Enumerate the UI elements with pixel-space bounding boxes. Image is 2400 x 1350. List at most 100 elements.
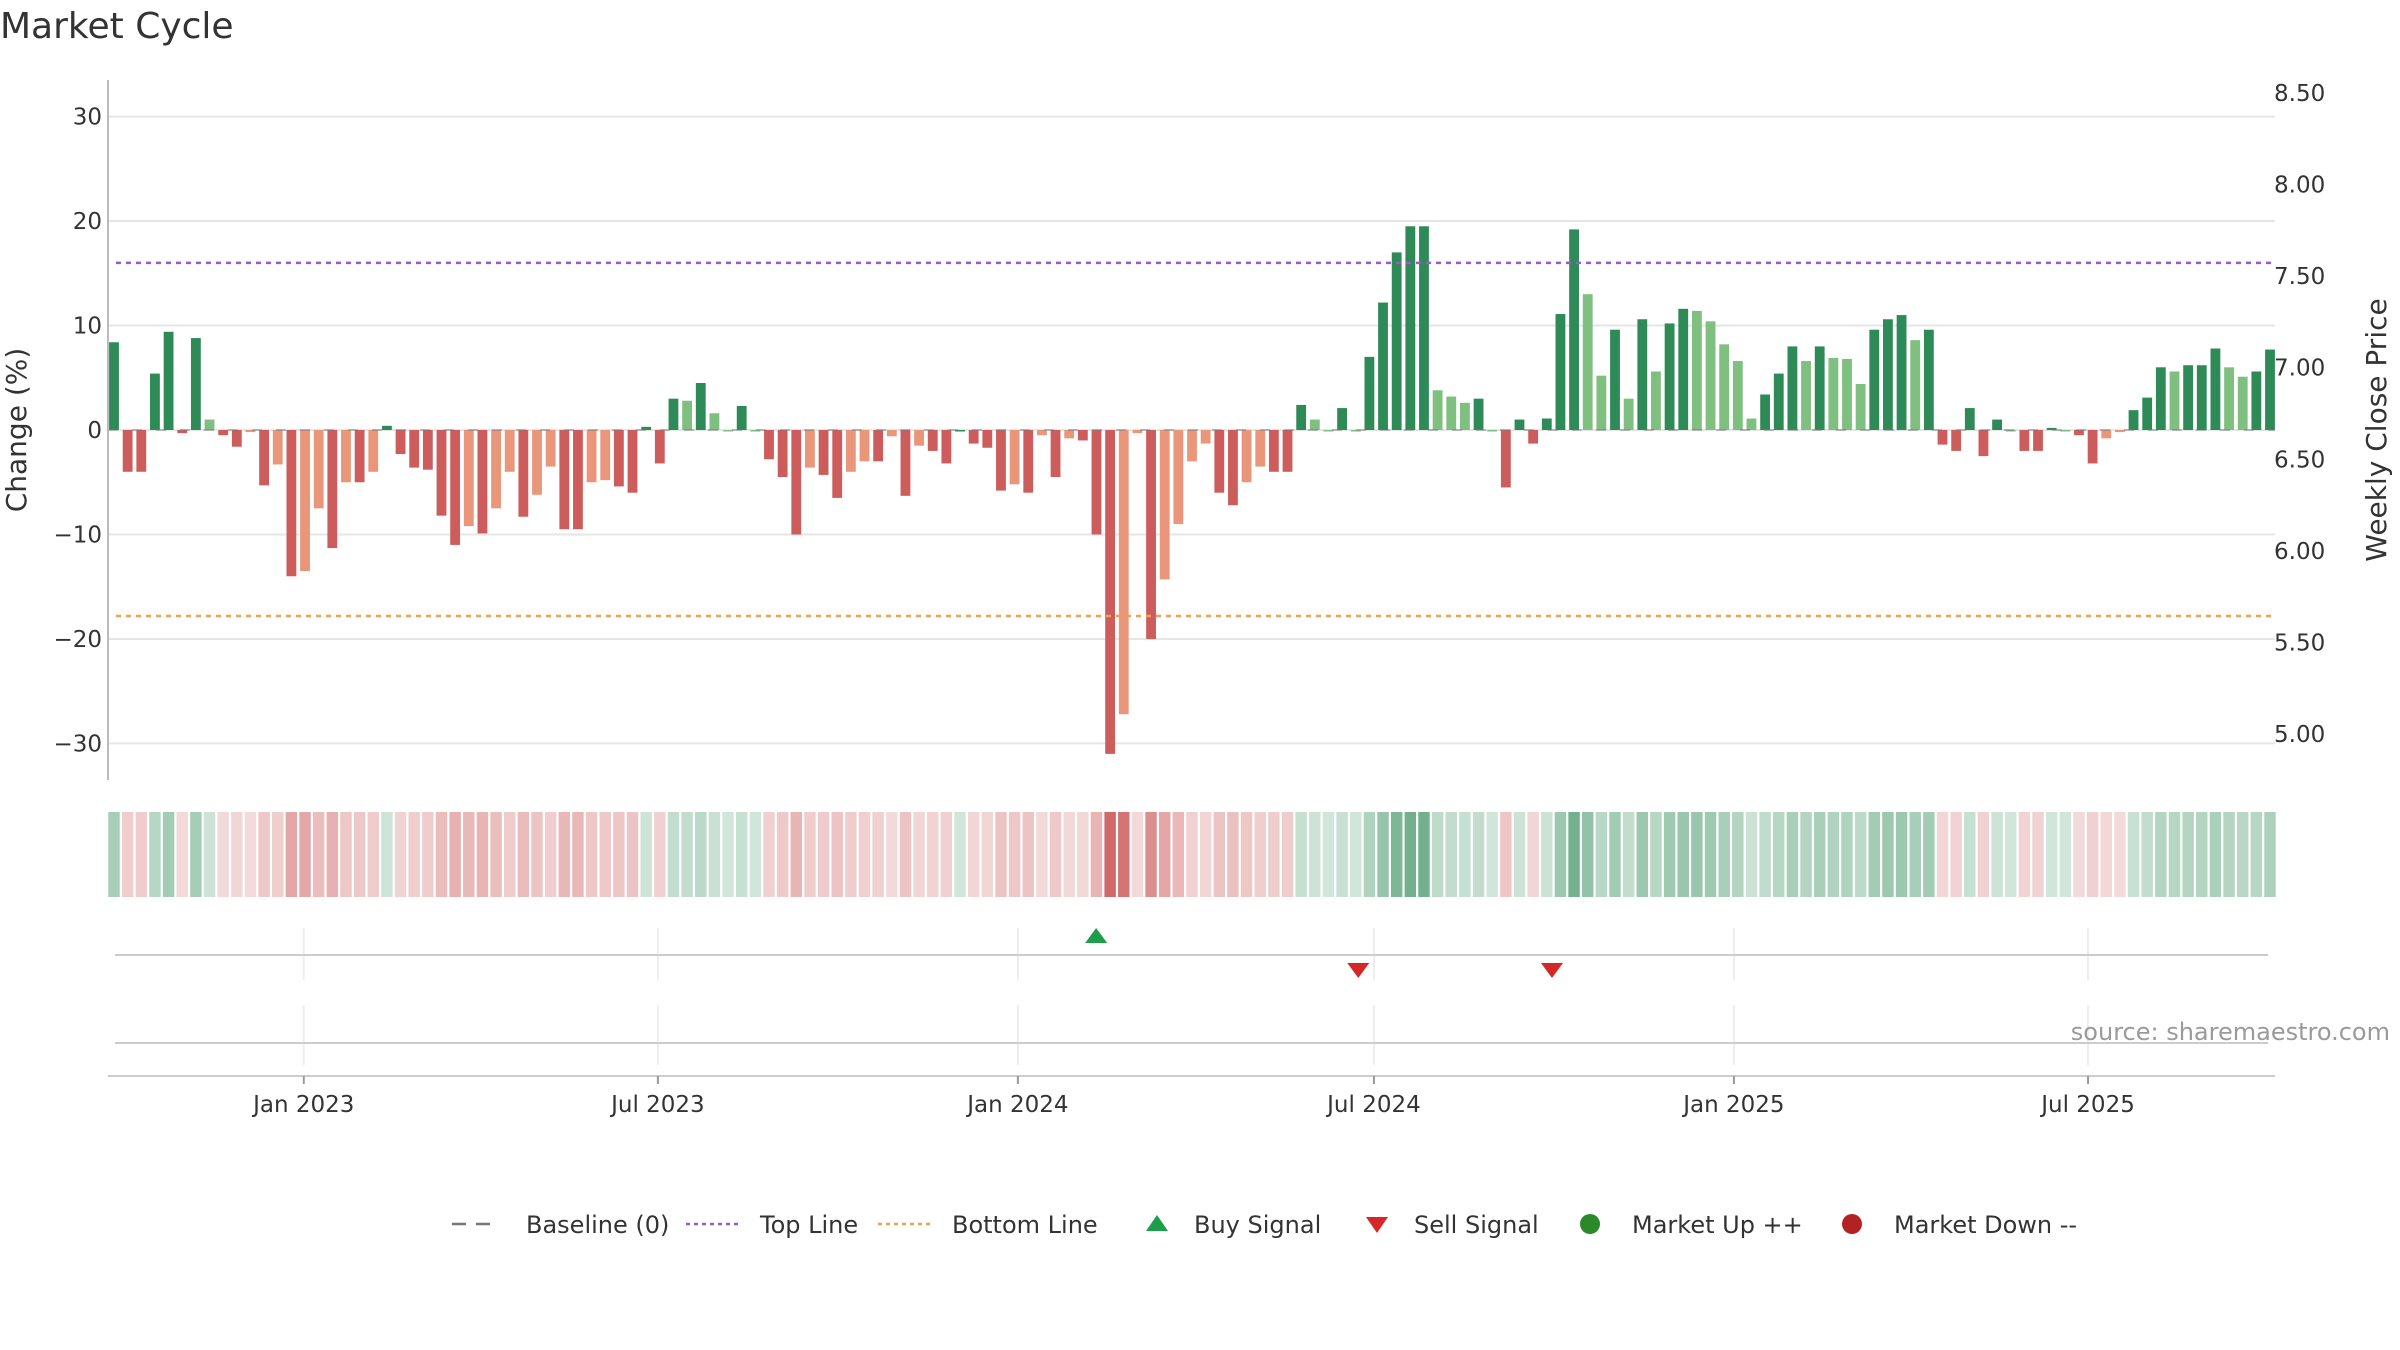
change-bar (1541, 418, 1552, 430)
strip-cell (1131, 812, 1144, 897)
change-bar (2019, 430, 2030, 451)
legend-label: Market Down -- (1894, 1211, 2077, 1239)
change-bar (1200, 430, 1211, 444)
strip-cell (340, 812, 352, 897)
change-bar (750, 430, 761, 432)
y-tick-label: 20 (73, 209, 102, 235)
change-bar (300, 430, 310, 572)
change-bar (1350, 430, 1361, 432)
strip-cell (2032, 812, 2044, 897)
strip-cell (681, 812, 693, 897)
strip-cell (1991, 812, 2003, 897)
change-bar (1159, 430, 1170, 580)
change-bar (1869, 329, 1880, 430)
change-bar (2087, 430, 2098, 464)
change-bar (2101, 430, 2112, 439)
change-bar (805, 430, 815, 468)
legend-item: Baseline (0) (452, 1211, 669, 1239)
strip-cell (2059, 812, 2072, 897)
strip-cell (613, 812, 625, 897)
strip-cell (1049, 812, 1062, 897)
strip-cell (940, 812, 953, 897)
strip-cell (1268, 812, 1280, 897)
change-bar (1241, 430, 1252, 483)
y-tick-label: −20 (53, 627, 102, 653)
change-bar (613, 430, 624, 487)
strip-cell (1595, 812, 1608, 897)
strip-cell (490, 812, 502, 897)
change-bar (1787, 346, 1798, 430)
change-bar (1419, 226, 1429, 430)
change-bar (491, 430, 501, 509)
strip-cell (1868, 812, 1881, 897)
change-bar (682, 400, 693, 430)
strip-cell (1759, 812, 1771, 897)
strip-cell (626, 812, 639, 897)
legend-item: Top Line (686, 1211, 858, 1239)
change-bar (1105, 430, 1116, 754)
strip-cell (503, 812, 516, 897)
change-bar (2060, 430, 2071, 432)
x-tick-label: Jan 2025 (1681, 1092, 1784, 1118)
strip-cell (1609, 812, 1621, 897)
change-bar (532, 430, 542, 495)
strip-cell (695, 812, 707, 897)
y-tick-label: 0 (87, 418, 102, 444)
change-bar (1923, 329, 1934, 430)
change-bar (1760, 394, 1771, 430)
strip-cell (367, 812, 379, 897)
change-bar (600, 430, 611, 481)
y-tick-label: −10 (53, 522, 102, 548)
source-label: source: sharemaestro.com (2071, 1018, 2390, 1046)
change-bar (1391, 252, 1402, 430)
strip-cell (1322, 812, 1335, 897)
change-bar (996, 430, 1006, 491)
strip-cell (2086, 812, 2099, 897)
strip-cell (1281, 812, 1294, 897)
change-bar (1487, 430, 1498, 432)
strip-cell (2073, 812, 2085, 897)
strip-cell (1213, 812, 1226, 897)
strip-cell (435, 812, 448, 897)
strip-cell (1199, 812, 1212, 897)
strip-cell (1486, 812, 1498, 897)
change-bar (409, 430, 420, 468)
strip-cell (2114, 812, 2126, 897)
y2-tick-label: 7.50 (2274, 264, 2325, 290)
x-tick-label: Jan 2023 (251, 1092, 354, 1118)
legend-item: Market Up ++ (1580, 1211, 1803, 1239)
change-bar (190, 338, 201, 430)
change-bar (545, 430, 556, 467)
x-tick-label: Jan 2024 (965, 1092, 1068, 1118)
change-bar (1050, 430, 1061, 478)
change-bar (245, 430, 256, 433)
signals-panel (115, 928, 2268, 1065)
change-bar (1596, 375, 1607, 430)
strip-cell (722, 812, 734, 897)
x-tick-label: Jul 2023 (609, 1092, 705, 1118)
change-bar (709, 413, 720, 430)
change-bar (1678, 308, 1689, 430)
change-bar (559, 430, 570, 530)
strip-cell (1882, 812, 1894, 897)
change-bar (381, 425, 392, 430)
strip-cell (763, 812, 775, 897)
change-bar (586, 430, 597, 483)
strip-cell (299, 812, 311, 897)
change-bar (1446, 396, 1457, 430)
legend: Baseline (0) Top Line Bottom Line Buy Signa… (452, 1211, 2077, 1239)
strip-cell (108, 812, 120, 897)
strip-cell (1786, 812, 1799, 897)
change-bar (136, 430, 147, 472)
change-bar (941, 430, 952, 464)
strip-cell (2018, 812, 2031, 897)
change-bar (1118, 430, 1129, 715)
strip-cell (790, 812, 803, 897)
change-bar (573, 430, 583, 530)
change-bar (1364, 356, 1375, 430)
strip-cell (1895, 812, 1908, 897)
strip-cell (708, 812, 721, 897)
change-bar (1555, 314, 1566, 430)
strip-cell (1022, 812, 1034, 897)
change-bar (313, 430, 324, 509)
